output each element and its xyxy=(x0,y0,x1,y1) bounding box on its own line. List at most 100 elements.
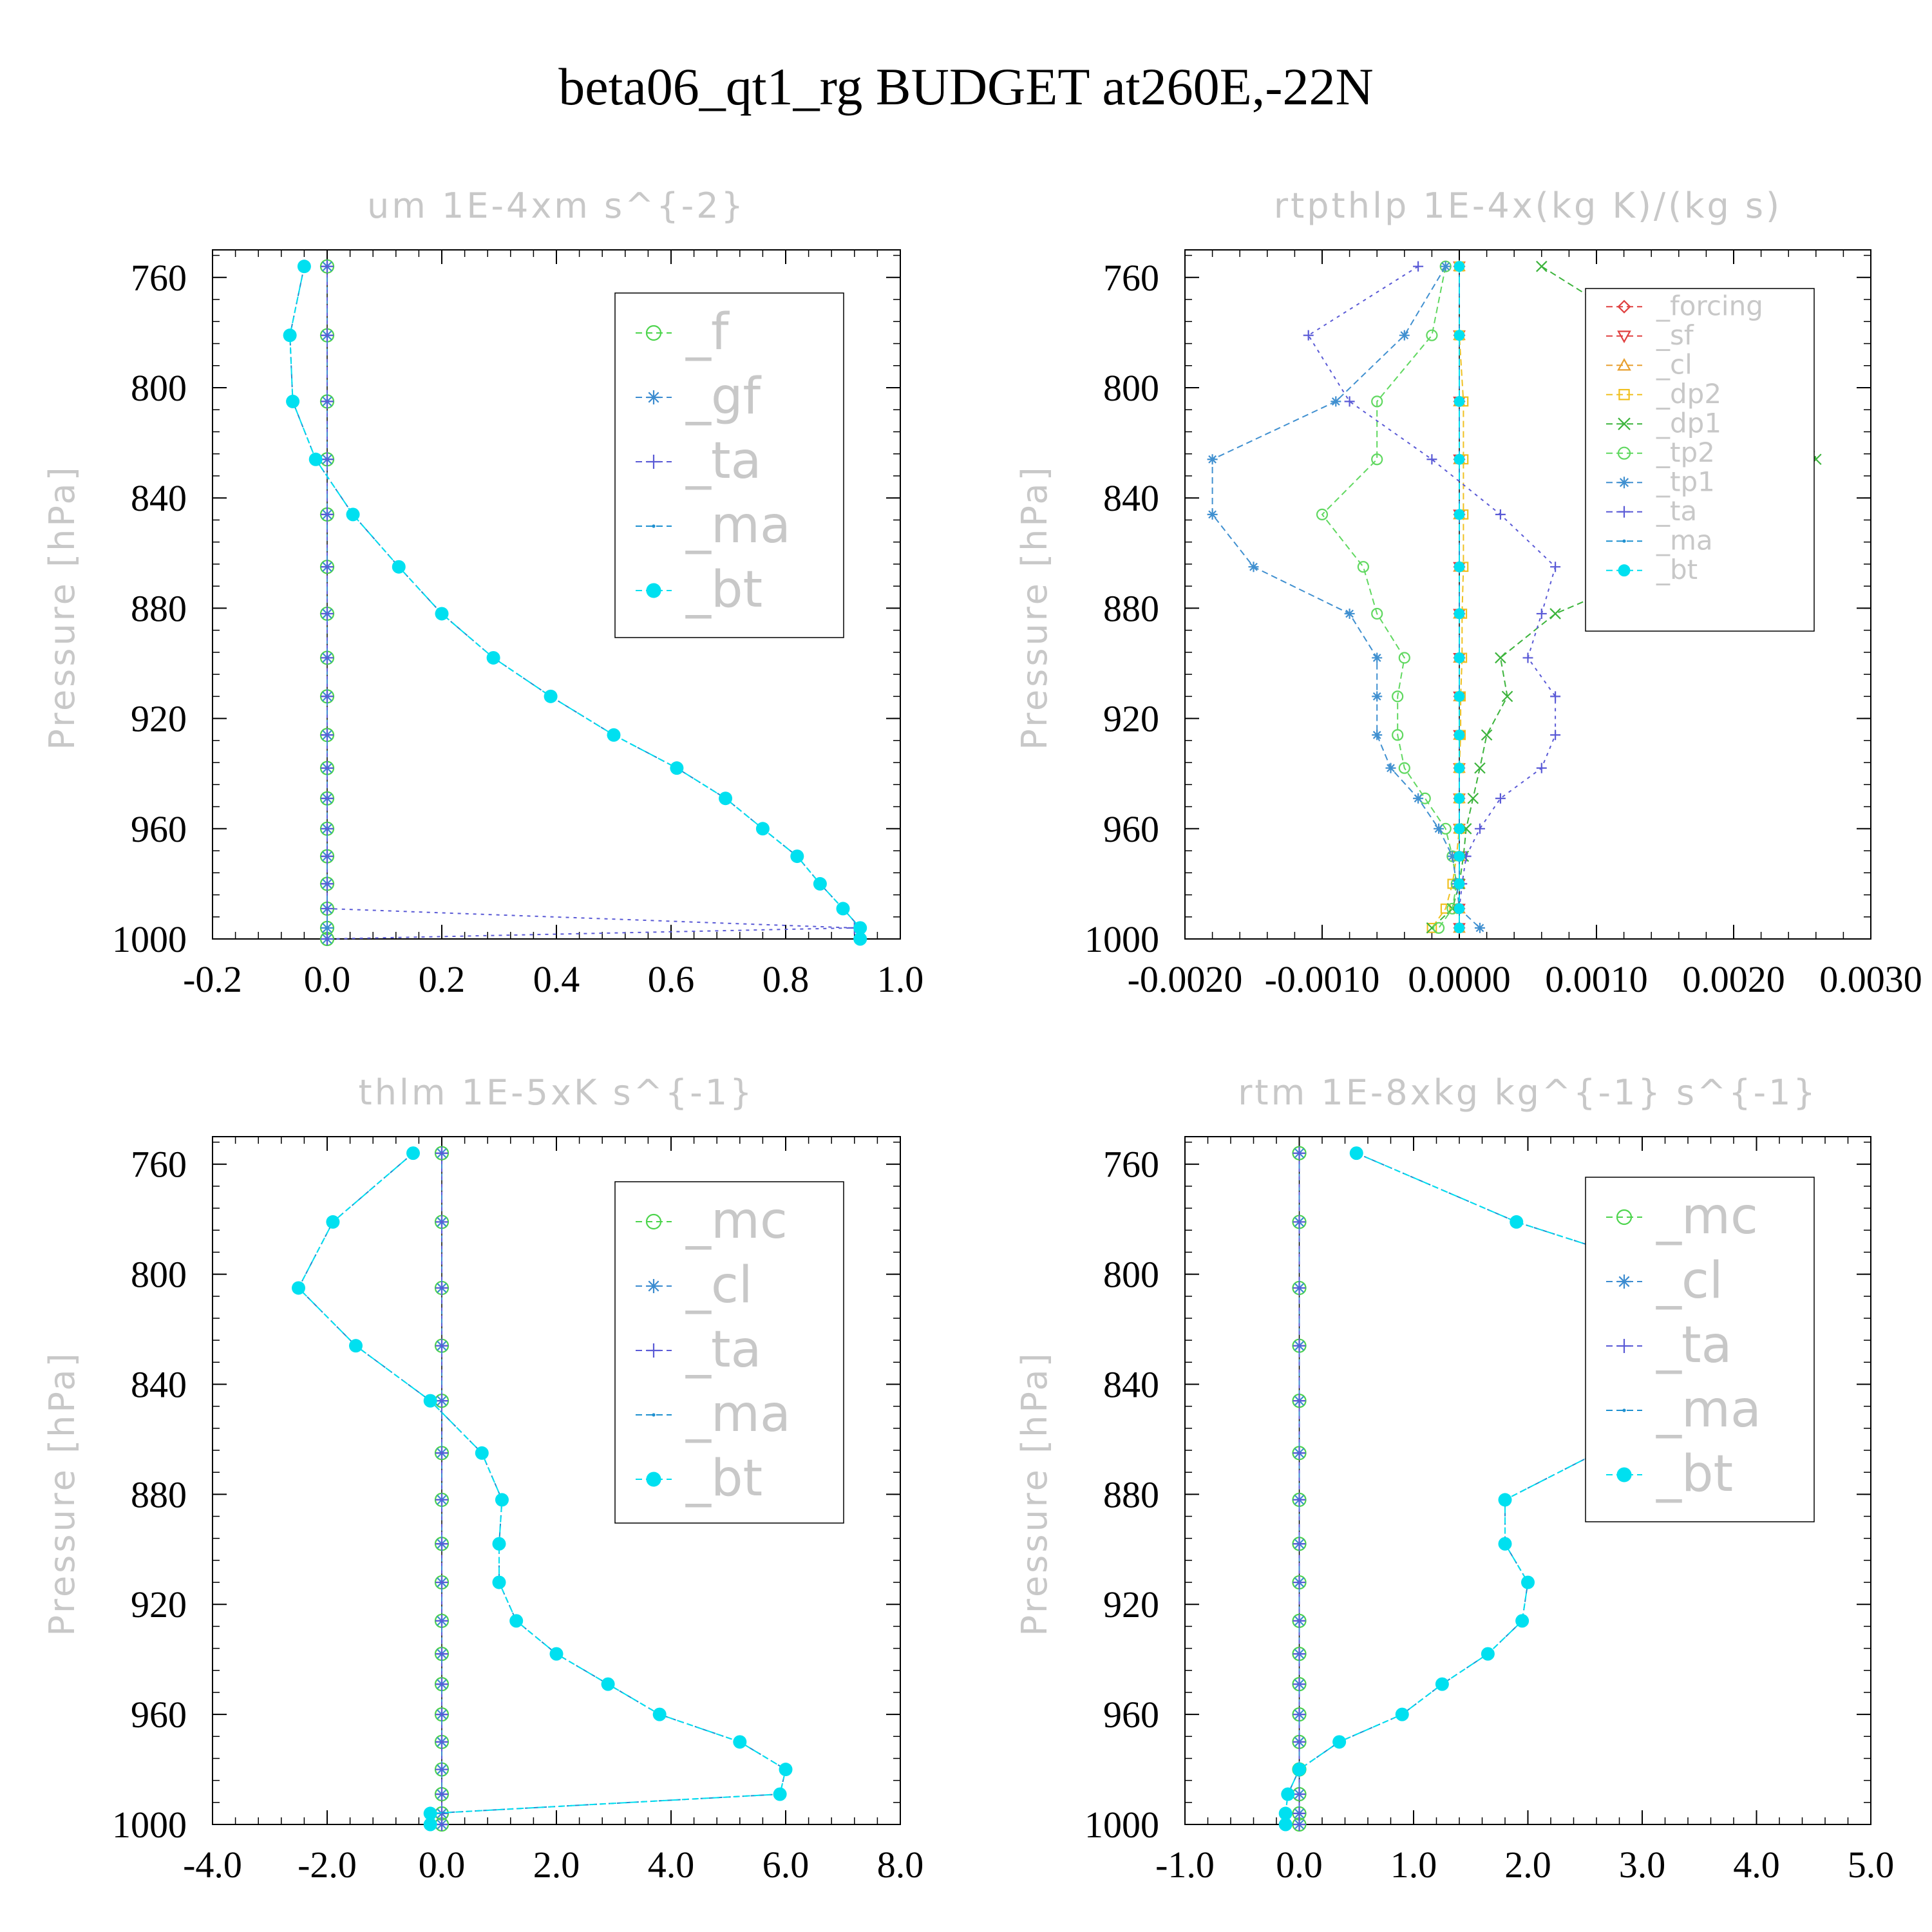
data-point xyxy=(475,1446,489,1460)
legend-marker xyxy=(1618,564,1631,577)
y-tick-label: 1000 xyxy=(1084,918,1159,960)
data-point xyxy=(1395,1707,1409,1721)
data-point xyxy=(1454,608,1465,620)
chart-panel-2: rtpthlp 1E-4x(kg K)/(kg s) Pressure [hPa]… xyxy=(1014,185,1922,1000)
data-point xyxy=(321,507,334,521)
data-point xyxy=(435,1788,448,1801)
data-point xyxy=(1372,730,1383,741)
data-point xyxy=(1536,762,1547,773)
data-point xyxy=(1357,561,1369,573)
data-point xyxy=(435,1576,448,1589)
data-point xyxy=(1495,652,1506,664)
y-tick-label: 840 xyxy=(131,477,187,519)
data-point xyxy=(773,1787,787,1801)
legend-entry-bt: _bt xyxy=(1656,554,1698,585)
data-point xyxy=(1398,652,1410,664)
legend-entry-ma: _ma xyxy=(685,497,791,554)
data-point xyxy=(1454,652,1465,663)
data-point xyxy=(321,849,334,863)
data-point xyxy=(1454,922,1465,934)
data-point xyxy=(853,921,867,935)
legend-marker xyxy=(1622,1408,1626,1412)
data-point xyxy=(321,395,334,408)
data-point xyxy=(1372,691,1383,702)
y-tick-label: 800 xyxy=(131,1254,187,1296)
y-tick-label: 960 xyxy=(1103,1694,1159,1736)
data-point xyxy=(1440,904,1451,914)
data-point xyxy=(321,728,334,742)
data-point xyxy=(1293,1394,1306,1408)
data-point xyxy=(1293,1339,1306,1352)
legend-marker xyxy=(1618,477,1630,489)
series-bt xyxy=(283,260,867,946)
y-tick-label: 800 xyxy=(131,367,187,409)
data-point xyxy=(406,1146,420,1160)
data-point xyxy=(321,453,334,466)
data-point xyxy=(321,933,334,945)
y-axis-label: Pressure [hPa] xyxy=(42,464,82,750)
data-point xyxy=(423,1806,437,1821)
data-point xyxy=(435,1708,448,1721)
data-point xyxy=(853,932,867,946)
legend-marker xyxy=(1617,299,1631,314)
panel-title: rtpthlp 1E-4x(kg K)/(kg s) xyxy=(1274,185,1782,226)
data-point xyxy=(435,1339,448,1352)
data-point xyxy=(1481,729,1493,741)
x-tick-label: 0.0 xyxy=(1276,1844,1323,1886)
y-tick-label: 920 xyxy=(1103,1584,1159,1625)
chart-panel-1: um 1E-4xm s^{-2} Pressure [hPa] -0.2 0.0 0.2… xyxy=(42,185,923,1000)
data-point xyxy=(1316,508,1329,520)
data-point xyxy=(321,260,334,273)
legend-marker xyxy=(647,390,661,404)
legend: _mc _cl _ta _ma _bt xyxy=(614,1181,844,1524)
data-point xyxy=(1536,608,1547,619)
data-point xyxy=(652,1707,667,1721)
x-tick-label: -0.0010 xyxy=(1265,958,1380,1000)
data-point xyxy=(292,1281,305,1295)
data-point xyxy=(1293,1493,1306,1506)
legend-marker xyxy=(647,1279,661,1293)
data-point xyxy=(1481,1647,1495,1661)
data-point xyxy=(321,761,334,775)
y-tick-label: 760 xyxy=(1103,257,1159,299)
data-point xyxy=(435,1146,448,1160)
legend-marker xyxy=(1617,357,1631,371)
data-point xyxy=(1474,762,1486,774)
legend: _forcing_sf_cl_dp2_dp1_tp2_tp1_ta_ma_bt xyxy=(1585,288,1815,632)
y-tick-label: 800 xyxy=(1103,1254,1159,1296)
y-tick-label: 880 xyxy=(1103,1473,1159,1515)
data-point xyxy=(1454,561,1465,573)
data-point xyxy=(435,1394,448,1408)
legend-entry-sf: _sf xyxy=(1656,319,1694,351)
data-point xyxy=(1392,690,1404,703)
legend-entry-cl: _cl xyxy=(1656,349,1692,381)
data-point xyxy=(423,1817,437,1832)
legend-entry-f: _f xyxy=(685,303,730,361)
data-point xyxy=(1398,762,1410,774)
series-line xyxy=(1431,266,1464,929)
data-point xyxy=(1371,453,1383,466)
y-tick-label: 920 xyxy=(1103,698,1159,740)
data-point xyxy=(1454,851,1465,862)
data-point xyxy=(1331,396,1341,407)
data-point xyxy=(607,728,621,742)
x-tick-label: 0.0 xyxy=(304,958,351,1000)
legend-entry-ta: _ta xyxy=(685,1321,761,1379)
page-title: beta06_qt1_rg BUDGET at260E,-22N xyxy=(558,57,1374,116)
data-point xyxy=(1413,261,1424,272)
data-point xyxy=(1434,823,1444,834)
y-axis-label: Pressure [hPa] xyxy=(42,1350,82,1636)
x-tick-label: -0.0020 xyxy=(1128,958,1243,1000)
data-point xyxy=(1278,1817,1293,1832)
x-tick-label: -0.2 xyxy=(183,958,242,1000)
data-point xyxy=(1550,691,1561,702)
legend-marker xyxy=(1617,1339,1631,1353)
legend-entry-bt: _bt xyxy=(685,1450,762,1508)
y-tick-label: 920 xyxy=(131,1584,187,1625)
legend-entry-mc: _mc xyxy=(685,1192,788,1250)
data-point xyxy=(321,690,334,703)
x-tick-label: 0.0000 xyxy=(1408,958,1511,1000)
data-point xyxy=(1521,1575,1535,1589)
legend-marker xyxy=(1618,417,1631,430)
legend-entry-cl: _cl xyxy=(685,1256,753,1314)
